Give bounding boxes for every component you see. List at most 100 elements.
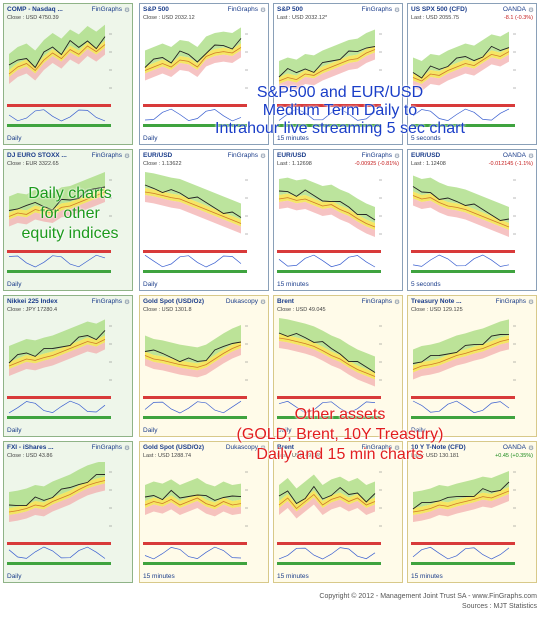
panel-timeframe[interactable]: Daily [7,281,22,288]
moving-average-line [412,51,510,82]
gear-icon[interactable]: ⚙ [124,153,130,160]
lower-band [413,494,509,522]
gear-icon[interactable]: ⚙ [260,299,266,306]
gear-icon[interactable]: ⚙ [124,445,130,452]
panel-provider: OANDA [502,444,526,451]
gear-icon[interactable]: ⚙ [394,445,400,452]
panel-change: -8.1 (-0.3%) [503,15,533,21]
chart-panel[interactable]: EUR/USD FinGraphs ⚙ Last : 1.12698 -0.00925 … [273,149,403,291]
panel-title[interactable]: EUR/USD [411,152,441,159]
gear-icon[interactable]: ⚙ [528,299,534,306]
gear-icon[interactable]: ⚙ [124,7,130,14]
panel-title[interactable]: Brent [277,444,294,451]
chart-grid: COMP - Nasdaq ... FinGraphs ⚙ Close : USD 4… [3,3,540,584]
oscillator-line [278,400,376,414]
gear-icon[interactable]: ⚙ [394,299,400,306]
panel-provider: OANDA [502,6,526,13]
oversold-zone [7,562,111,565]
moving-average-line [8,191,106,217]
lower-band [413,54,509,91]
price-line [412,186,510,221]
chart-panel[interactable]: COMP - Nasdaq ... FinGraphs ⚙ Close : USD 4… [3,3,133,145]
panel-title[interactable]: DJ EURO STOXX ... [7,152,67,159]
panel-title[interactable]: Nikkei 225 Index [7,298,58,305]
panel-timeframe[interactable]: Daily [143,281,158,288]
middle-band [279,490,375,512]
oscillator-line [144,400,242,414]
oversold-zone [411,562,515,565]
gear-icon[interactable]: ⚙ [394,7,400,14]
panel-timeframe[interactable]: Daily [7,573,22,580]
chart-panel[interactable]: FXI - iShares ... FinGraphs ⚙ Close : USD 4… [3,441,133,583]
panel-title[interactable]: Gold Spot (USD/Oz) [143,444,205,451]
chart-panel[interactable]: Gold Spot (USD/Oz) Dukascopy ⚙ Close : USD … [139,295,269,437]
lower-band [413,198,509,237]
panel-quote: Last : USD 49.045 [277,453,322,459]
gear-icon[interactable]: ⚙ [394,153,400,160]
chart-panel[interactable]: S&P 500 FinGraphs ⚙ Close : USD 2032.12 Dail… [139,3,269,145]
price-line [412,45,510,79]
panel-title[interactable]: S&P 500 [277,6,303,13]
panel-timeframe[interactable]: Daily [277,427,292,434]
panel-title[interactable]: EUR/USD [277,152,307,159]
panel-timeframe[interactable]: 5 seconds [411,281,441,288]
price-line [144,38,242,68]
panel-title[interactable]: Treasury Note ... [411,298,462,305]
chart-panel[interactable]: S&P 500 FinGraphs ⚙ Last : USD 2032.12* 15 m… [273,3,403,145]
panel-timeframe[interactable]: 5 seconds [411,135,441,142]
panel-timeframe[interactable]: 15 minutes [277,135,309,142]
oscillator-line [278,108,376,121]
overbought-zone [411,104,515,107]
panel-title[interactable]: S&P 500 [143,6,169,13]
panel-quote: Last : USD 2055.75 [411,15,460,21]
moving-average-line [8,339,106,367]
panel-quote: Close : USD 2032.12 [143,15,195,21]
panel-title[interactable]: Brent [277,298,294,305]
gear-icon[interactable]: ⚙ [260,7,266,14]
panel-timeframe[interactable]: Daily [411,427,426,434]
price-chart [411,471,516,565]
panel-timeframe[interactable]: 15 minutes [143,573,175,580]
chart-panel[interactable]: US SPX 500 (CFD) OANDA ⚙ Last : USD 2055.75… [407,3,537,145]
panel-timeframe[interactable]: 15 minutes [277,281,309,288]
panel-timeframe[interactable]: Daily [143,427,158,434]
price-line [144,341,242,363]
chart-panel[interactable]: Brent FinGraphs ⚙ Close : USD 49.045 Daily [273,295,403,437]
chart-panel[interactable]: DJ EURO STOXX ... FinGraphs ⚙ Close : EUR 3… [3,149,133,291]
chart-panel[interactable]: Brent FinGraphs ⚙ Last : USD 49.045 15 minut… [273,441,403,583]
panel-timeframe[interactable]: Daily [143,135,158,142]
moving-average-line [412,339,510,370]
overbought-zone [143,396,247,399]
panel-quote: Close : USD 43.86 [7,453,53,459]
panel-title[interactable]: US SPX 500 (CFD) [411,6,467,13]
price-chart [277,471,382,565]
chart-panel[interactable]: 10 Y T-Note (CFD) OANDA ⚙ Last : USD 130.18… [407,441,537,583]
gear-icon[interactable]: ⚙ [260,153,266,160]
moving-average-line [144,497,242,507]
gear-icon[interactable]: ⚙ [124,299,130,306]
panel-timeframe[interactable]: Daily [7,427,22,434]
panel-timeframe[interactable]: Daily [7,135,22,142]
gear-icon[interactable]: ⚙ [528,445,534,452]
gear-icon[interactable]: ⚙ [260,445,266,452]
panel-quote: Close : USD 49.045 [277,307,326,313]
chart-panel[interactable]: EUR/USD OANDA ⚙ Last : 1.12408 -0.012145 (-1… [407,149,537,291]
gear-icon[interactable]: ⚙ [528,7,534,14]
price-line [8,36,106,69]
panel-timeframe[interactable]: 15 minutes [411,573,443,580]
panel-title[interactable]: COMP - Nasdaq ... [7,6,63,13]
gear-icon[interactable]: ⚙ [528,153,534,160]
oscillator-line [278,547,376,560]
upper-band [145,325,241,364]
panel-title[interactable]: 10 Y T-Note (CFD) [411,444,466,451]
chart-panel[interactable]: Nikkei 225 Index FinGraphs ⚙ Close : JPY 17… [3,295,133,437]
chart-panel[interactable]: Treasury Note ... FinGraphs ⚙ Close : USD 1… [407,295,537,437]
panel-title[interactable]: Gold Spot (USD/Oz) [143,298,205,305]
panel-title[interactable]: EUR/USD [143,152,173,159]
lower-band [279,52,375,91]
panel-title[interactable]: FXI - iShares ... [7,444,54,451]
panel-timeframe[interactable]: 15 minutes [277,573,309,580]
price-line [278,485,376,505]
chart-panel[interactable]: Gold Spot (USD/Oz) Dukascopy ⚙ Last : USD 1… [139,441,269,583]
chart-panel[interactable]: EUR/USD FinGraphs ⚙ Close : 1.13622 Daily [139,149,269,291]
